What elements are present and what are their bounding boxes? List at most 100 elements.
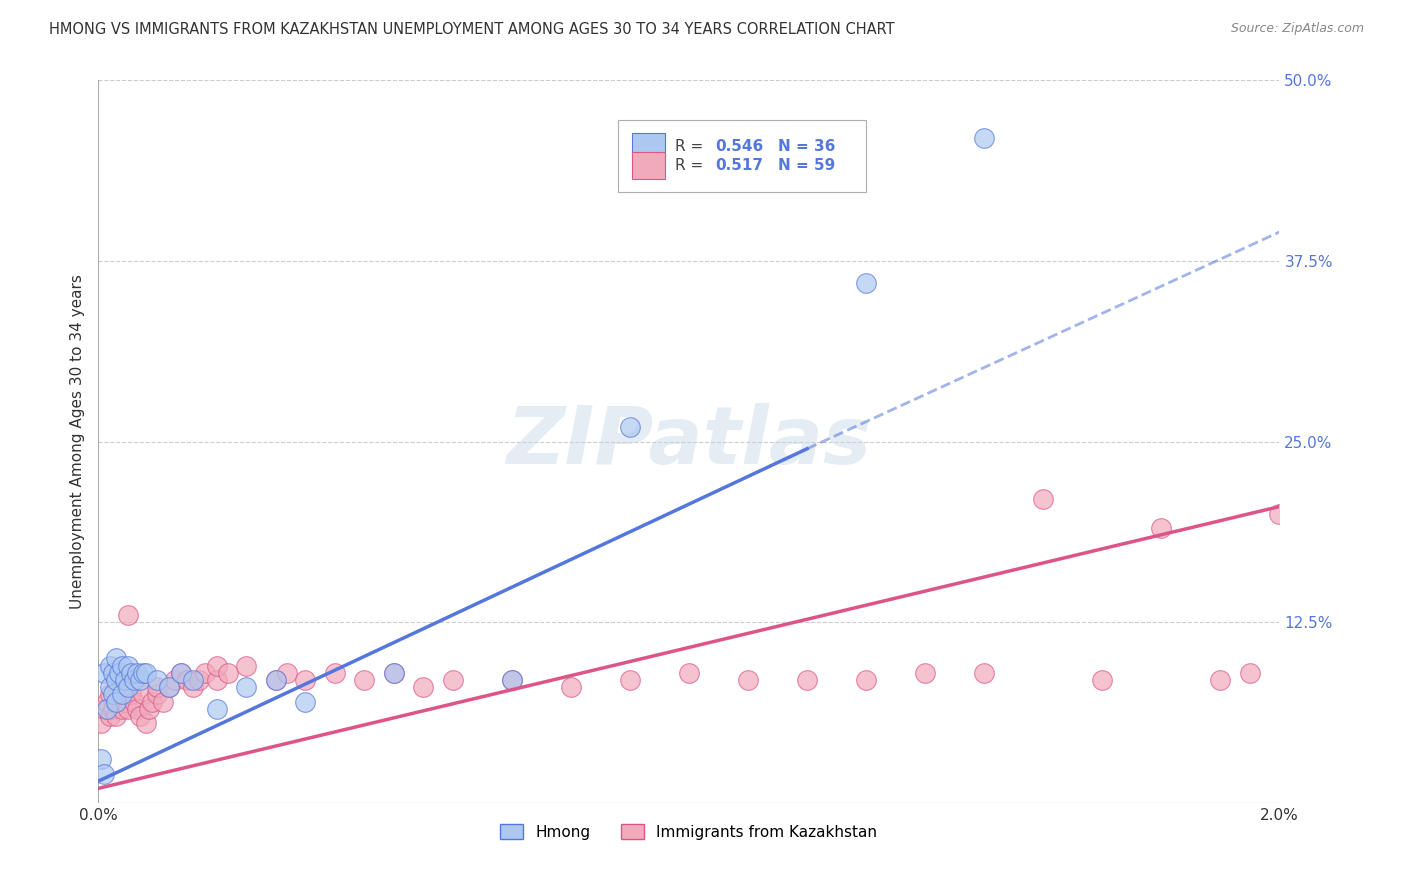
Point	[353, 673, 375, 687]
Point	[294, 695, 316, 709]
Point	[194, 665, 217, 680]
Point	[132, 687, 155, 701]
Point	[560, 680, 582, 694]
Point	[141, 695, 163, 709]
Point	[98, 687, 121, 701]
Point	[323, 665, 346, 680]
Point	[1150, 521, 1173, 535]
Point	[114, 695, 136, 709]
Point	[108, 687, 131, 701]
Point	[90, 752, 112, 766]
Point	[187, 673, 209, 687]
Point	[170, 665, 193, 680]
Point	[235, 680, 257, 694]
Point	[855, 276, 877, 290]
Point	[93, 702, 115, 716]
Point	[441, 673, 464, 687]
Point	[105, 673, 128, 687]
Point	[117, 658, 139, 673]
Point	[914, 665, 936, 680]
Text: N = 59: N = 59	[778, 158, 835, 173]
Point	[128, 673, 150, 687]
Point	[96, 695, 118, 709]
FancyBboxPatch shape	[633, 152, 665, 179]
Point	[205, 658, 228, 673]
Point	[125, 665, 148, 680]
Point	[1091, 673, 1114, 687]
Point	[98, 680, 121, 694]
Point	[120, 687, 142, 701]
Point	[98, 658, 121, 673]
Point	[501, 673, 523, 687]
Point	[146, 673, 169, 687]
Text: ZIPatlas: ZIPatlas	[506, 402, 872, 481]
Point	[678, 665, 700, 680]
Point	[796, 673, 818, 687]
Point	[108, 665, 131, 680]
Point	[117, 680, 139, 694]
Legend: Hmong, Immigrants from Kazakhstan: Hmong, Immigrants from Kazakhstan	[495, 818, 883, 846]
Point	[146, 687, 169, 701]
Point	[122, 673, 145, 687]
Point	[122, 695, 145, 709]
Point	[135, 665, 157, 680]
Point	[737, 673, 759, 687]
Point	[98, 709, 121, 723]
Point	[132, 665, 155, 680]
Point	[103, 702, 125, 716]
Point	[973, 665, 995, 680]
Text: Source: ZipAtlas.com: Source: ZipAtlas.com	[1230, 22, 1364, 36]
Text: 0.546: 0.546	[714, 139, 763, 154]
Text: N = 36: N = 36	[778, 139, 835, 154]
Point	[93, 767, 115, 781]
Point	[111, 680, 134, 694]
Point	[96, 702, 118, 716]
Point	[217, 665, 239, 680]
Point	[501, 673, 523, 687]
Point	[111, 687, 134, 701]
Point	[276, 665, 298, 680]
Point	[205, 673, 228, 687]
Point	[181, 680, 204, 694]
Point	[294, 673, 316, 687]
Point	[382, 665, 405, 680]
Point	[105, 651, 128, 665]
Point	[855, 673, 877, 687]
Point	[90, 716, 112, 731]
Point	[1209, 673, 1232, 687]
Point	[1032, 492, 1054, 507]
Point	[382, 665, 405, 680]
Point	[105, 695, 128, 709]
Point	[103, 665, 125, 680]
Text: R =: R =	[675, 158, 703, 173]
Point	[157, 680, 180, 694]
Text: 0.517: 0.517	[714, 158, 763, 173]
Point	[152, 695, 174, 709]
Point	[135, 716, 157, 731]
FancyBboxPatch shape	[633, 133, 665, 161]
Point	[125, 702, 148, 716]
Point	[120, 665, 142, 680]
Point	[105, 709, 128, 723]
Point	[619, 673, 641, 687]
Point	[205, 702, 228, 716]
Point	[103, 687, 125, 701]
Point	[105, 695, 128, 709]
Point	[619, 420, 641, 434]
Point	[1268, 507, 1291, 521]
Point	[117, 607, 139, 622]
Point	[973, 131, 995, 145]
Point	[138, 702, 160, 716]
Point	[146, 680, 169, 694]
Point	[157, 680, 180, 694]
Point	[181, 673, 204, 687]
Point	[176, 673, 198, 687]
Text: R =: R =	[675, 139, 703, 154]
Point	[165, 673, 187, 687]
Point	[412, 680, 434, 694]
FancyBboxPatch shape	[619, 120, 866, 193]
Point	[128, 709, 150, 723]
Point	[93, 665, 115, 680]
Point	[235, 658, 257, 673]
Point	[114, 673, 136, 687]
